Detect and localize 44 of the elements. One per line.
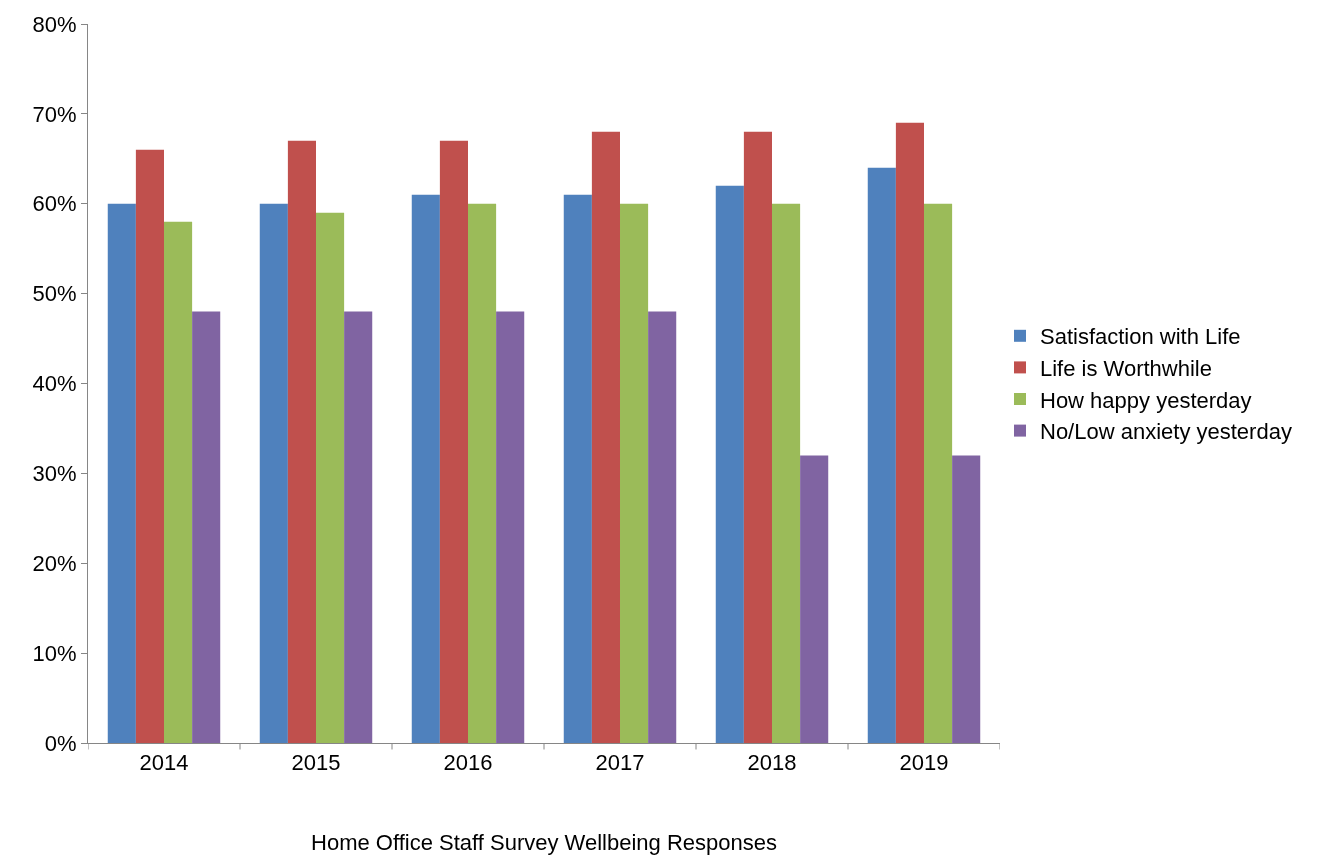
legend-label: No/Low anxiety yesterday xyxy=(1040,419,1292,445)
bar xyxy=(648,311,677,743)
x-tick-label: 2017 xyxy=(595,750,645,776)
bar xyxy=(192,311,221,743)
bar xyxy=(715,185,744,743)
legend-label: Life is Worthwhile xyxy=(1040,355,1212,381)
x-tick-label: 2016 xyxy=(443,750,493,776)
bar xyxy=(287,140,316,743)
bar xyxy=(924,203,953,743)
bar xyxy=(164,221,193,743)
bar xyxy=(411,194,440,743)
x-tick-label: 2018 xyxy=(747,750,797,776)
bar xyxy=(563,194,592,743)
bar xyxy=(344,311,373,743)
x-axis-title: Home Office Staff Survey Wellbeing Responses xyxy=(311,830,777,856)
bar xyxy=(316,212,345,743)
x-tick-label: 2019 xyxy=(899,750,949,776)
y-tick-label: 60% xyxy=(32,191,77,217)
y-tick-label: 80% xyxy=(32,11,77,37)
bar xyxy=(496,311,525,743)
bar xyxy=(135,149,164,743)
x-tick-label: 2015 xyxy=(291,750,341,776)
y-tick-label: 10% xyxy=(32,640,77,666)
legend-label: Satisfaction with Life xyxy=(1040,324,1241,350)
bar xyxy=(743,131,772,743)
y-tick-label: 20% xyxy=(32,550,77,576)
bar xyxy=(107,203,136,743)
y-tick-label: 30% xyxy=(32,461,77,487)
bar xyxy=(772,203,801,743)
legend-label: How happy yesterday xyxy=(1040,387,1252,413)
bar xyxy=(620,203,649,743)
bar xyxy=(468,203,497,743)
bar xyxy=(591,131,620,743)
y-tick-label: 40% xyxy=(32,371,77,397)
bar xyxy=(867,167,896,743)
y-tick-label: 0% xyxy=(44,730,77,756)
x-tick-label: 2014 xyxy=(139,750,189,776)
y-tick-label: 50% xyxy=(32,281,77,307)
bar xyxy=(439,140,468,743)
bar xyxy=(952,455,981,743)
y-tick-label: 70% xyxy=(32,101,77,127)
bar xyxy=(259,203,288,743)
bar xyxy=(895,122,924,743)
bar xyxy=(800,455,829,743)
